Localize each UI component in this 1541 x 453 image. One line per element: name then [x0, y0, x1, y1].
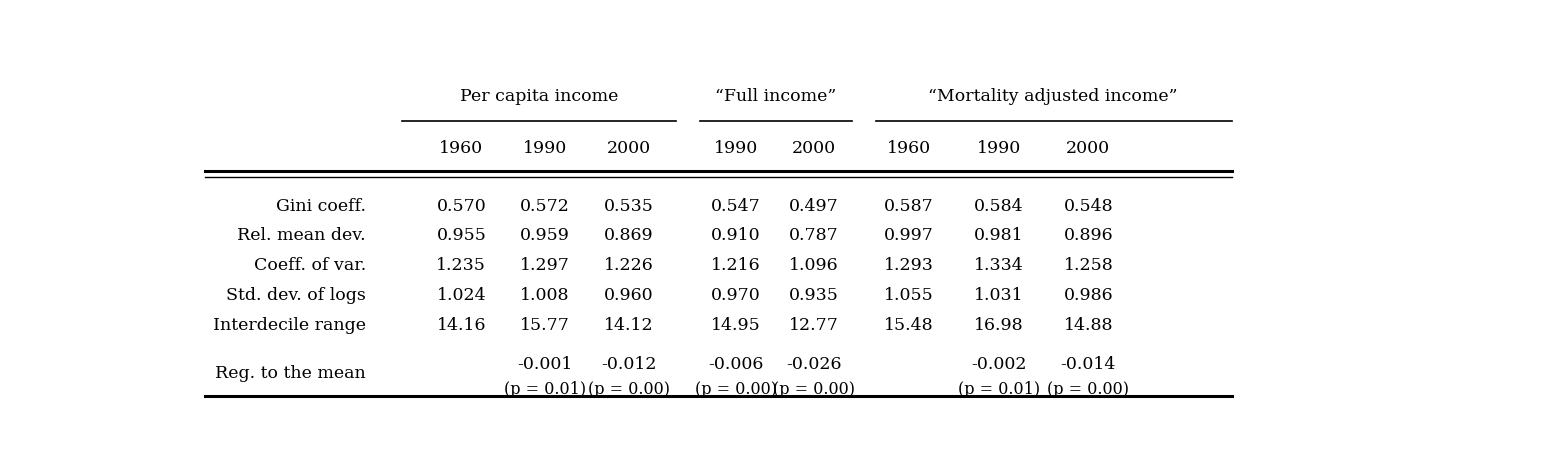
Text: -0.026: -0.026 [786, 357, 841, 373]
Text: (p = 0.00): (p = 0.00) [695, 381, 777, 398]
Text: 0.587: 0.587 [885, 198, 934, 215]
Text: 1990: 1990 [522, 140, 567, 157]
Text: Rel. mean dev.: Rel. mean dev. [237, 227, 365, 244]
Text: 0.955: 0.955 [436, 227, 487, 244]
Text: 1.293: 1.293 [885, 257, 934, 274]
Text: 0.997: 0.997 [885, 227, 934, 244]
Text: (p = 0.00): (p = 0.00) [772, 381, 855, 398]
Text: 2000: 2000 [792, 140, 835, 157]
Text: -0.002: -0.002 [971, 357, 1026, 373]
Text: 1.297: 1.297 [519, 257, 570, 274]
Text: -0.006: -0.006 [709, 357, 764, 373]
Text: 1.216: 1.216 [712, 257, 761, 274]
Text: 0.535: 0.535 [604, 198, 653, 215]
Text: -0.012: -0.012 [601, 357, 656, 373]
Text: 2000: 2000 [1066, 140, 1111, 157]
Text: 0.960: 0.960 [604, 287, 653, 304]
Text: 0.981: 0.981 [974, 227, 1023, 244]
Text: “Mortality adjusted income”: “Mortality adjusted income” [928, 88, 1177, 105]
Text: 14.12: 14.12 [604, 317, 653, 334]
Text: Std. dev. of logs: Std. dev. of logs [227, 287, 365, 304]
Text: 1.055: 1.055 [885, 287, 934, 304]
Text: 16.98: 16.98 [974, 317, 1023, 334]
Text: 1960: 1960 [888, 140, 931, 157]
Text: 0.547: 0.547 [710, 198, 761, 215]
Text: (p = 0.01): (p = 0.01) [504, 381, 586, 398]
Text: 1.235: 1.235 [436, 257, 487, 274]
Text: 14.16: 14.16 [436, 317, 485, 334]
Text: 1.096: 1.096 [789, 257, 838, 274]
Text: 0.548: 0.548 [1063, 198, 1113, 215]
Text: 0.896: 0.896 [1063, 227, 1113, 244]
Text: 1.008: 1.008 [521, 287, 570, 304]
Text: 0.497: 0.497 [789, 198, 838, 215]
Text: 1990: 1990 [713, 140, 758, 157]
Text: 2000: 2000 [607, 140, 650, 157]
Text: 15.77: 15.77 [519, 317, 570, 334]
Text: 0.935: 0.935 [789, 287, 838, 304]
Text: 12.77: 12.77 [789, 317, 838, 334]
Text: (p = 0.01): (p = 0.01) [957, 381, 1040, 398]
Text: 1.031: 1.031 [974, 287, 1023, 304]
Text: 1.258: 1.258 [1063, 257, 1113, 274]
Text: Gini coeff.: Gini coeff. [276, 198, 365, 215]
Text: 0.986: 0.986 [1063, 287, 1113, 304]
Text: Per capita income: Per capita income [459, 88, 618, 105]
Text: 15.48: 15.48 [885, 317, 934, 334]
Text: Reg. to the mean: Reg. to the mean [216, 365, 365, 382]
Text: 1.226: 1.226 [604, 257, 653, 274]
Text: 14.88: 14.88 [1063, 317, 1113, 334]
Text: 0.869: 0.869 [604, 227, 653, 244]
Text: “Full income”: “Full income” [715, 88, 837, 105]
Text: 1960: 1960 [439, 140, 484, 157]
Text: 0.970: 0.970 [710, 287, 761, 304]
Text: 0.787: 0.787 [789, 227, 838, 244]
Text: 0.572: 0.572 [519, 198, 570, 215]
Text: -0.014: -0.014 [1060, 357, 1116, 373]
Text: 14.95: 14.95 [710, 317, 761, 334]
Text: (p = 0.00): (p = 0.00) [1048, 381, 1130, 398]
Text: 0.584: 0.584 [974, 198, 1023, 215]
Text: 1.334: 1.334 [974, 257, 1023, 274]
Text: 1990: 1990 [977, 140, 1020, 157]
Text: 0.959: 0.959 [519, 227, 570, 244]
Text: Interdecile range: Interdecile range [213, 317, 365, 334]
Text: 0.910: 0.910 [712, 227, 761, 244]
Text: -0.001: -0.001 [518, 357, 573, 373]
Text: Coeff. of var.: Coeff. of var. [254, 257, 365, 274]
Text: 0.570: 0.570 [436, 198, 487, 215]
Text: 1.024: 1.024 [436, 287, 485, 304]
Text: (p = 0.00): (p = 0.00) [587, 381, 669, 398]
